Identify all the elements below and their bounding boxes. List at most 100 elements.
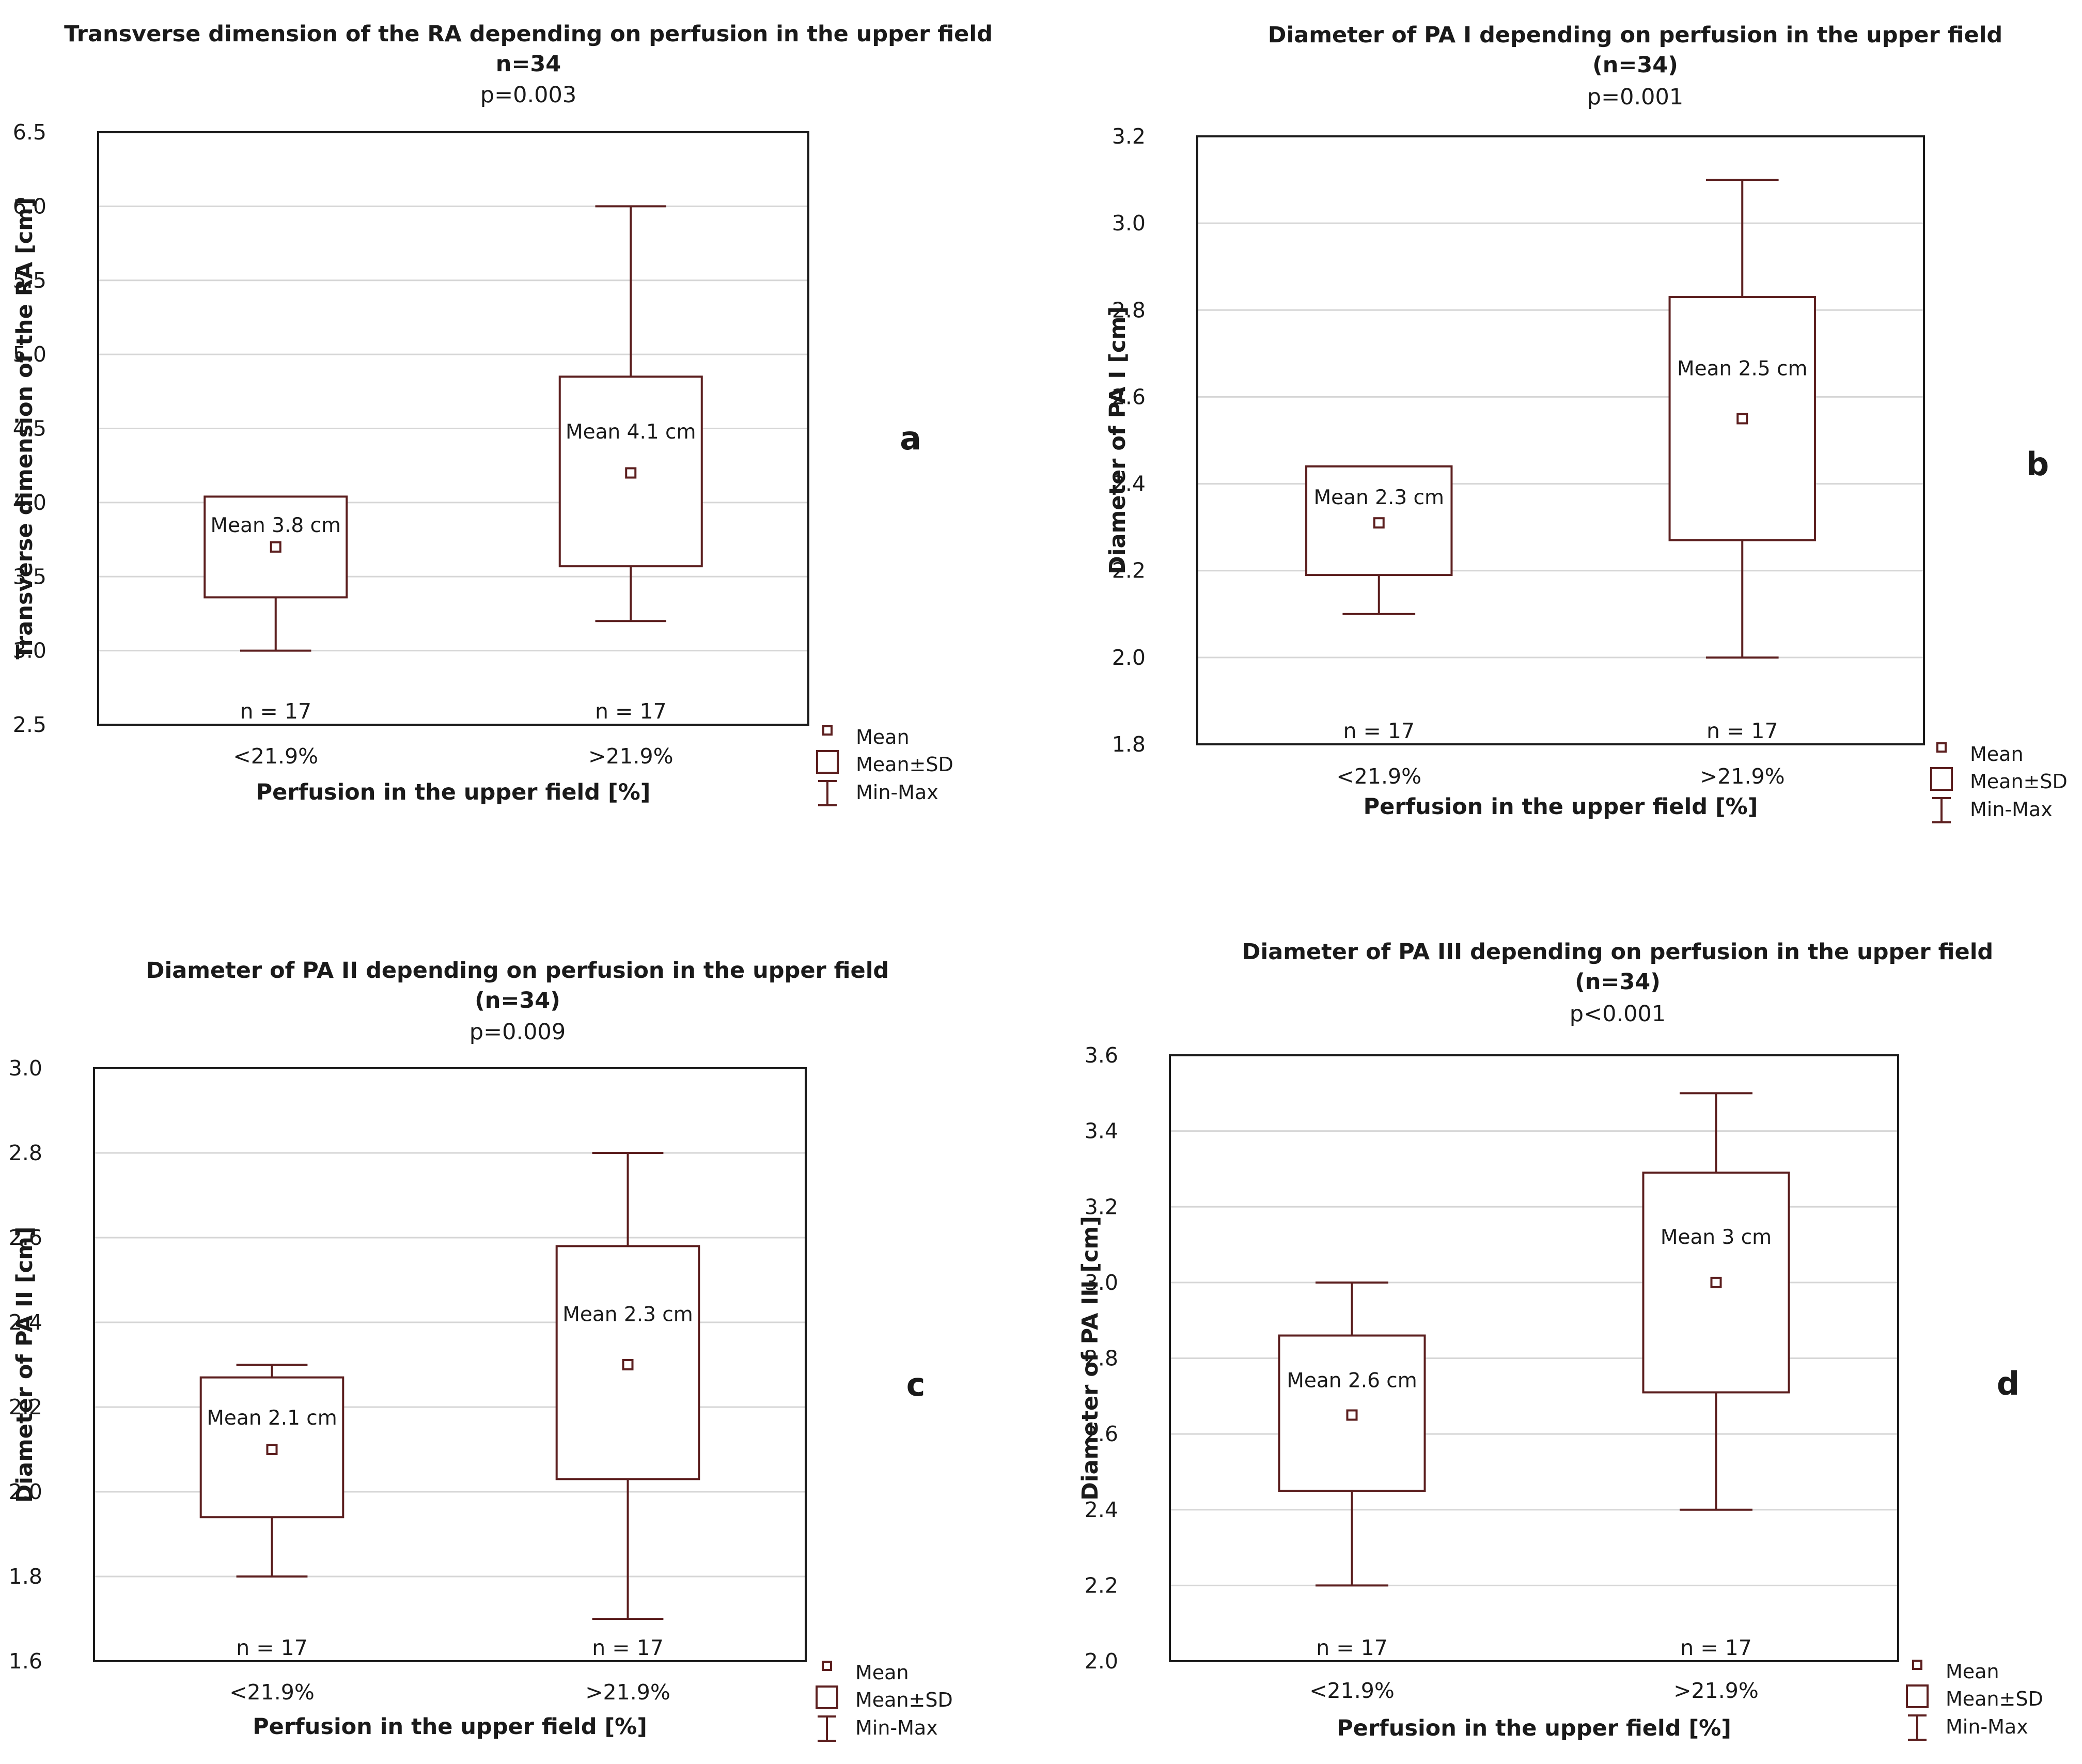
panel-letter: c bbox=[906, 1366, 926, 1403]
y-tick-label: 5.5 bbox=[13, 268, 46, 293]
chart-subtitle: n=34 bbox=[496, 51, 561, 77]
n-count-label: n = 17 bbox=[595, 699, 667, 724]
legend-mean-icon bbox=[822, 725, 833, 736]
mean-label: Mean 4.1 cm bbox=[566, 420, 696, 444]
x-category-label: >21.9% bbox=[1673, 1678, 1759, 1703]
legend-mean-icon bbox=[822, 1661, 832, 1671]
legend-sd-label: Mean±SD bbox=[1970, 770, 2068, 793]
chart-title: Transverse dimension of the RA depending… bbox=[64, 21, 993, 47]
panel-letter: a bbox=[900, 419, 921, 457]
p-value-label: p=0.003 bbox=[480, 82, 576, 108]
x-axis-label: Perfusion in the upper field [%] bbox=[253, 1714, 647, 1740]
p-value-label: p=0.001 bbox=[1587, 84, 1683, 110]
p-value-label: p<0.001 bbox=[1570, 1001, 1666, 1027]
y-tick-label: 2.6 bbox=[9, 1225, 42, 1250]
y-tick-label: 2.6 bbox=[1085, 1422, 1118, 1446]
legend: Mean Mean±SD Min-Max bbox=[816, 1661, 953, 1742]
legend-sd-icon bbox=[816, 750, 839, 774]
y-tick-label: 4.5 bbox=[13, 416, 46, 441]
mean-marker bbox=[266, 1444, 278, 1455]
n-count-label: n = 17 bbox=[240, 699, 311, 724]
y-tick-label: 3.0 bbox=[1085, 1270, 1118, 1295]
y-tick-label: 2.8 bbox=[1085, 1346, 1118, 1371]
mean-label: Mean 3.8 cm bbox=[210, 514, 341, 537]
y-tick-label: 5.0 bbox=[13, 342, 46, 367]
y-tick-label: 2.2 bbox=[1112, 558, 1146, 583]
y-tick-label: 3.0 bbox=[9, 1056, 42, 1081]
n-count-label: n = 17 bbox=[592, 1635, 664, 1660]
y-tick-label: 2.6 bbox=[1112, 384, 1146, 409]
y-tick-label: 3.2 bbox=[1085, 1194, 1118, 1219]
mean-label: Mean 2.5 cm bbox=[1677, 357, 1808, 380]
chart-title: Diameter of PA I depending on perfusion … bbox=[1268, 22, 2002, 48]
y-tick-label: 3.6 bbox=[1085, 1043, 1118, 1068]
mean-marker bbox=[1346, 1409, 1358, 1421]
legend-mean-label: Mean bbox=[1946, 1660, 1999, 1683]
panel-letter: d bbox=[1997, 1365, 2020, 1402]
y-tick-label: 1.6 bbox=[9, 1649, 42, 1674]
y-tick-label: 2.8 bbox=[9, 1141, 42, 1165]
x-axis-label: Perfusion in the upper field [%] bbox=[1364, 794, 1758, 820]
y-tick-label: 6.0 bbox=[13, 194, 46, 218]
mean-marker bbox=[1710, 1276, 1722, 1288]
y-axis-label: Diameter of PA II [cm] bbox=[12, 1227, 38, 1503]
x-category-label: >21.9% bbox=[588, 744, 674, 769]
mean-marker bbox=[1736, 413, 1748, 425]
legend-mean-label: Mean bbox=[855, 1661, 909, 1684]
legend-minmax-label: Min-Max bbox=[855, 1716, 938, 1739]
y-tick-label: 3.2 bbox=[1112, 124, 1146, 149]
y-tick-label: 2.0 bbox=[1085, 1649, 1118, 1674]
y-tick-label: 2.4 bbox=[1085, 1497, 1118, 1522]
x-category-label: >21.9% bbox=[1700, 764, 1785, 789]
y-tick-label: 2.4 bbox=[1112, 472, 1146, 496]
legend-sd-icon bbox=[1930, 767, 1953, 791]
legend-sd-label: Mean±SD bbox=[1946, 1688, 2043, 1710]
legend: Mean Mean±SD Min-Max bbox=[1930, 742, 2068, 823]
mean-marker bbox=[625, 467, 637, 479]
mean-marker bbox=[1373, 517, 1385, 529]
p-value-label: p=0.009 bbox=[469, 1019, 566, 1045]
n-count-label: n = 17 bbox=[1343, 719, 1415, 743]
x-axis-label: Perfusion in the upper field [%] bbox=[1337, 1715, 1731, 1741]
mean-label: Mean 2.3 cm bbox=[562, 1303, 693, 1326]
legend-sd-icon bbox=[1906, 1684, 1929, 1708]
chart-title: Diameter of PA III depending on perfusio… bbox=[1242, 939, 1993, 965]
legend-mean-label: Mean bbox=[1970, 743, 2024, 766]
plot-frame bbox=[1169, 1054, 1899, 1662]
legend-sd-label: Mean±SD bbox=[856, 753, 953, 776]
plot-frame bbox=[97, 131, 809, 726]
plot-frame bbox=[1196, 135, 1925, 745]
y-tick-label: 2.2 bbox=[9, 1395, 42, 1419]
y-tick-label: 2.0 bbox=[9, 1479, 42, 1504]
legend-mean-icon bbox=[1936, 742, 1947, 753]
x-category-label: <21.9% bbox=[229, 1680, 315, 1705]
legend: Mean Mean±SD Min-Max bbox=[1906, 1660, 2043, 1741]
y-tick-label: 3.4 bbox=[1085, 1119, 1118, 1144]
legend-minmax-label: Min-Max bbox=[856, 781, 938, 804]
chart-subtitle: (n=34) bbox=[1575, 969, 1661, 995]
y-axis-label: Diameter of PA I [cm] bbox=[1105, 306, 1131, 574]
y-tick-label: 2.8 bbox=[1112, 298, 1146, 322]
x-axis-label: Perfusion in the upper field [%] bbox=[256, 779, 651, 805]
legend-minmax-label: Min-Max bbox=[1970, 798, 2053, 821]
x-category-label: <21.9% bbox=[1309, 1678, 1395, 1703]
n-count-label: n = 17 bbox=[1680, 1635, 1752, 1660]
y-tick-label: 2.0 bbox=[1112, 645, 1146, 670]
x-category-label: >21.9% bbox=[585, 1680, 670, 1705]
legend-sd-icon bbox=[816, 1685, 838, 1709]
y-tick-label: 2.4 bbox=[9, 1310, 42, 1335]
y-tick-label: 6.5 bbox=[13, 120, 46, 145]
y-tick-label: 3.0 bbox=[13, 638, 46, 663]
mean-marker bbox=[270, 541, 281, 553]
y-tick-label: 3.0 bbox=[1112, 211, 1146, 236]
legend-minmax-label: Min-Max bbox=[1946, 1715, 2028, 1738]
chart-subtitle: (n=34) bbox=[1592, 52, 1678, 78]
chart-subtitle: (n=34) bbox=[475, 988, 560, 1013]
y-axis-label: Transverse dimension of the RA [cm] bbox=[12, 197, 38, 659]
y-axis-label: Diameter of PA III [cm] bbox=[1077, 1216, 1103, 1501]
y-tick-label: 1.8 bbox=[9, 1564, 42, 1589]
y-tick-label: 3.5 bbox=[13, 564, 46, 589]
legend-sd-label: Mean±SD bbox=[855, 1689, 953, 1711]
chart-title: Diameter of PA II depending on perfusion… bbox=[146, 958, 889, 984]
y-tick-label: 2.5 bbox=[13, 712, 46, 737]
